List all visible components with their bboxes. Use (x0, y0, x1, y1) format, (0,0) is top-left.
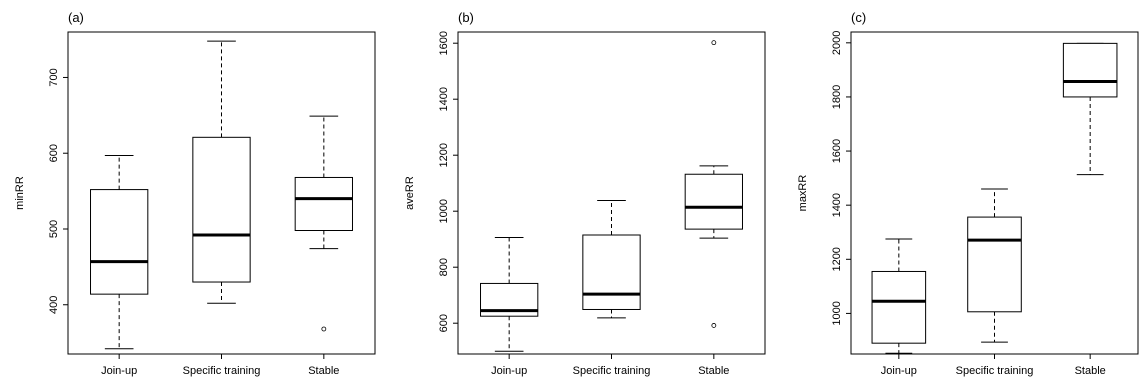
x-category-label: Join-up (101, 365, 137, 377)
box-iqr (192, 136, 251, 283)
y-axis-label: minRR (14, 176, 26, 210)
y-tick-label: 2000 (831, 31, 843, 55)
box-1 (90, 154, 149, 350)
panel-2: (b) aveRR 600 800 1000 1200 1400 1600 Join-up Spe… (404, 10, 766, 377)
box-2 (967, 188, 1022, 343)
y-tick-label: 400 (48, 296, 60, 314)
box-iqr (294, 176, 353, 232)
y-tick-label: 1000 (438, 199, 450, 223)
panel-label: (c) (851, 10, 866, 25)
x-category-label: Specific training (183, 365, 261, 377)
y-tick-label: 1800 (831, 85, 843, 109)
outlier-point (711, 40, 717, 46)
y-tick-label: 700 (48, 68, 60, 86)
box-1 (871, 238, 927, 354)
box-iqr (90, 189, 149, 295)
panel-3: (c) maxRR 1000 1200 1400 1600 1800 2000 Join-up S… (797, 10, 1139, 377)
y-axis-label: maxRR (797, 175, 809, 212)
y-tick-label: 1400 (831, 193, 843, 217)
box-3 (294, 115, 353, 332)
x-category-label: Join-up (491, 365, 527, 377)
box-iqr (1062, 42, 1118, 98)
y-tick-label: 1200 (438, 143, 450, 167)
y-tick-label: 1600 (438, 31, 450, 55)
box-iqr (967, 216, 1022, 313)
x-category-label: Join-up (881, 365, 917, 377)
y-tick-label: 800 (438, 258, 450, 276)
box-2 (582, 200, 641, 319)
box-2 (192, 40, 251, 304)
box-1 (480, 237, 539, 352)
y-tick-label: 500 (48, 220, 60, 238)
box-3 (1062, 42, 1118, 176)
y-axis-label: aveRR (404, 176, 416, 210)
y-tick-label: 600 (438, 314, 450, 332)
x-category-label: Stable (1075, 365, 1106, 377)
y-tick-label: 600 (48, 144, 60, 162)
box-iqr (684, 173, 743, 230)
box-iqr (871, 270, 927, 344)
x-category-label: Stable (308, 365, 339, 377)
panel-label: (b) (458, 10, 474, 25)
y-tick-label: 1200 (831, 247, 843, 271)
y-tick-label: 1600 (831, 139, 843, 163)
panel-label: (a) (68, 10, 84, 25)
x-category-label: Specific training (956, 365, 1034, 377)
y-tick-label: 1000 (831, 301, 843, 325)
y-tick-label: 1400 (438, 87, 450, 111)
x-category-label: Stable (698, 365, 729, 377)
box-iqr (582, 234, 641, 310)
box-3 (684, 40, 743, 328)
outlier-point (321, 326, 327, 332)
panel-1: (a) minRR 400 500 600 700 Join-up Specific trai… (14, 10, 376, 377)
outlier-point (711, 323, 717, 328)
x-category-label: Specific training (573, 365, 651, 377)
